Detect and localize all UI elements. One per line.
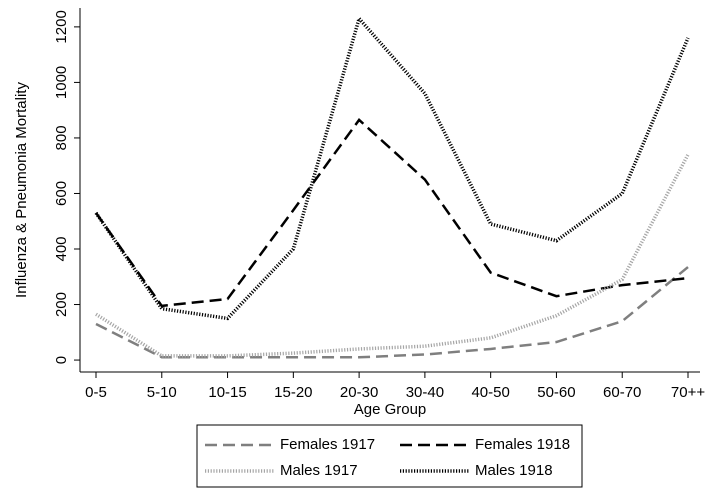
y-tick-label: 200 <box>53 292 70 317</box>
legend-label: Females 1917 <box>280 436 375 453</box>
legend-label: Females 1918 <box>475 436 570 453</box>
y-tick-label: 600 <box>53 181 70 206</box>
x-tick-label: 50-60 <box>537 384 575 401</box>
y-tick-label: 1200 <box>53 10 70 43</box>
legend-box <box>196 424 583 488</box>
x-axis-label: Age Group <box>354 401 427 418</box>
x-tick-label: 15-20 <box>274 384 312 401</box>
x-tick-label: 0-5 <box>85 384 107 401</box>
x-tick-label: 5-10 <box>147 384 177 401</box>
legend-label: Males 1917 <box>280 462 358 479</box>
y-tick-label: 1000 <box>53 66 70 99</box>
series-line <box>95 153 690 358</box>
y-tick-label: 400 <box>53 236 70 261</box>
y-axis-label: Influenza & Pneumonia Mortality <box>13 82 30 298</box>
y-tick-label: 0 <box>53 356 70 364</box>
series-line <box>94 14 690 321</box>
x-tick-label: 40-50 <box>471 384 509 401</box>
y-tick-label: 800 <box>53 125 70 150</box>
x-tick-label: 70++ <box>671 384 705 401</box>
x-tick-label: 60-70 <box>603 384 641 401</box>
x-tick-label: 20-30 <box>340 384 378 401</box>
x-tick-label: 30-40 <box>406 384 444 401</box>
legend-label: Males 1918 <box>475 462 553 479</box>
series-line <box>94 118 689 308</box>
x-tick-label: 10-15 <box>208 384 246 401</box>
